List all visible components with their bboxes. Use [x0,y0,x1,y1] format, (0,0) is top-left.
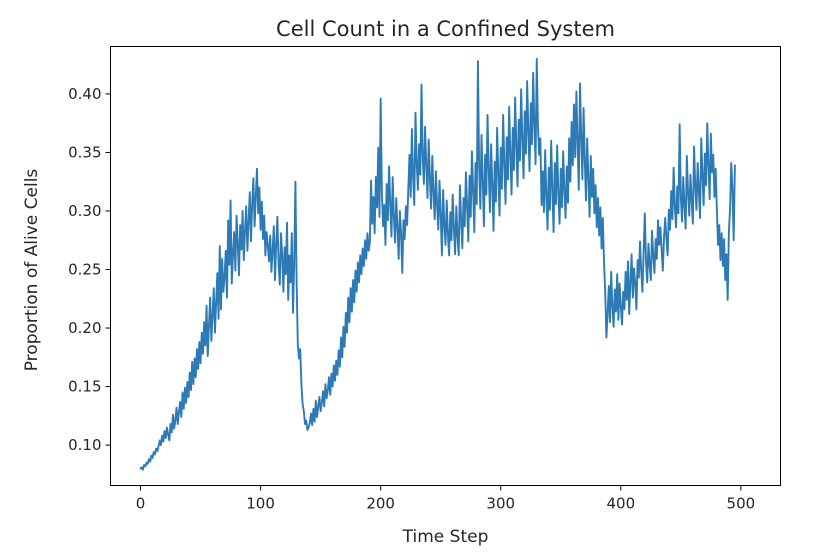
x-tick-label: 200 [366,495,395,513]
x-tick-label: 400 [606,495,635,513]
y-tick-label: 0.40 [68,85,101,103]
x-axis-label: Time Step [402,527,489,547]
x-tick-label: 0 [136,495,146,513]
x-tick-label: 500 [727,495,756,513]
plot-frame [110,46,781,486]
y-tick-label: 0.25 [68,261,101,279]
series-line [139,57,736,471]
y-tick-label: 0.35 [68,143,101,161]
y-tick-label: 0.30 [68,202,101,220]
x-tick-label: 100 [246,495,275,513]
y-tick-label: 0.20 [68,319,101,337]
y-tick-label: 0.10 [68,436,101,454]
x-tick-label: 300 [486,495,515,513]
y-axis-label: Proportion of Alive Cells [22,169,42,372]
chart-title: Cell Count in a Confined System [276,17,615,41]
y-tick-label: 0.15 [68,378,101,396]
y-axis-ticks: 0.10 0.15 0.20 0.25 0.30 0.35 0.40 [68,85,111,454]
x-axis-ticks: 0 100 200 300 400 500 [136,485,756,513]
